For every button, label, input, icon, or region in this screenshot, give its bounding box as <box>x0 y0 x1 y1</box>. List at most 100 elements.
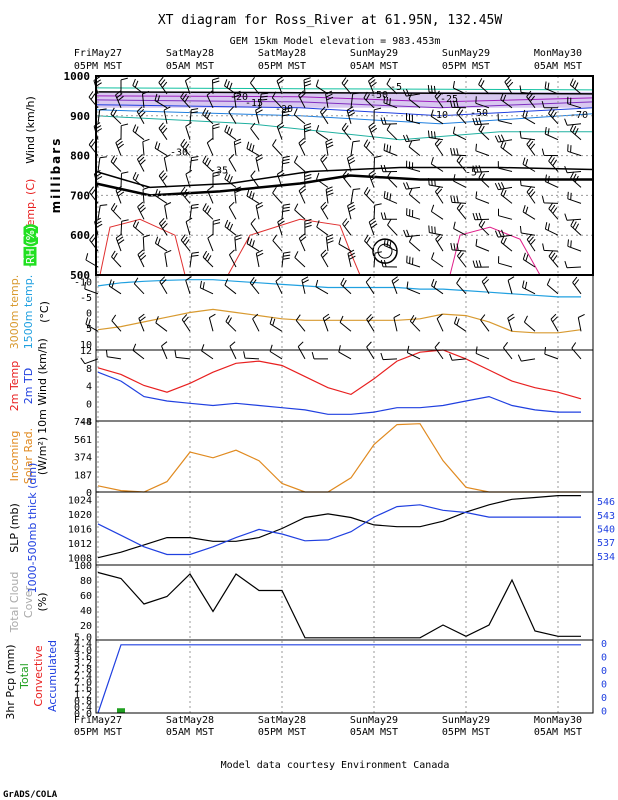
ylabel-rh: RH (%) <box>24 226 37 264</box>
label-part: Accumulated <box>46 640 59 712</box>
wind-barb <box>494 229 513 238</box>
wind-barb <box>571 342 582 360</box>
wind-barb <box>132 171 145 188</box>
y-tick-pressure: 543 <box>597 511 615 522</box>
series-accumulated <box>97 644 581 714</box>
wind-barb <box>97 204 108 220</box>
wind-barb <box>208 313 216 332</box>
y-tick-precip-right: 0 <box>601 666 607 677</box>
wind-barb <box>120 77 128 94</box>
wind-barb <box>456 107 467 125</box>
contour-label: -50 <box>470 108 488 119</box>
wind-barb <box>294 203 306 220</box>
y-tick-precip: 3.6 <box>74 652 92 663</box>
wind-barb <box>275 276 283 295</box>
wind-barb <box>184 76 192 95</box>
wind-barb <box>120 123 129 140</box>
wind-barb <box>431 278 444 295</box>
y-tick-pressure: 1012 <box>68 539 92 550</box>
wind-barb <box>478 218 490 236</box>
x-tick-bottom-time: 05PM MST <box>442 727 490 738</box>
wind-barb <box>567 96 582 109</box>
wind-barb <box>252 313 260 332</box>
wind-barb <box>180 91 191 109</box>
wind-barb <box>526 186 536 204</box>
wind-barb <box>315 125 329 141</box>
wind-barb <box>142 186 150 204</box>
credit-text: Model data courtesy Environment Canada <box>221 760 450 771</box>
wind-barb <box>338 237 352 252</box>
wind-barb <box>475 238 490 252</box>
wind-barb <box>406 113 421 125</box>
wind-barb <box>522 157 536 172</box>
wind-barb <box>325 186 334 204</box>
wind-barb <box>298 185 307 204</box>
label-part: 10m Wind (km/h) <box>36 338 49 434</box>
contour-blue-1 <box>95 109 594 125</box>
y-tick-solar: 374 <box>74 453 92 464</box>
wind-barb <box>110 107 122 125</box>
wind-barb <box>494 134 513 143</box>
wind-barb <box>246 236 260 252</box>
y-tick-mb: 700 <box>70 189 90 202</box>
wind-barb <box>133 277 145 295</box>
ylabel-accumulated: Accumulated <box>46 640 59 712</box>
wind-barb <box>431 252 444 268</box>
ylabel-3000m: 3000m temp. <box>8 275 21 349</box>
wind-barb <box>105 349 122 360</box>
series-slp <box>97 495 581 559</box>
wind-barb <box>189 203 199 220</box>
y-tick-precip: 0.0 <box>74 709 92 720</box>
label-part: Temp. (C) <box>24 179 37 233</box>
wind-barb <box>387 218 398 236</box>
wind-barb <box>281 155 290 172</box>
y-tick-low-level-temps: 0 <box>86 309 92 320</box>
wind-barb <box>339 315 352 332</box>
wind-barb <box>229 341 237 360</box>
wind-barb <box>497 161 513 172</box>
wind-barb <box>201 344 214 360</box>
label-part: (%) <box>36 592 49 611</box>
wind-barb <box>456 202 467 220</box>
contour-label: -15 <box>245 98 263 109</box>
wind-barb <box>373 251 382 268</box>
y-tick-surface: 0 <box>86 399 92 410</box>
wind-barb <box>475 346 490 360</box>
y-tick-cloud: 60 <box>80 591 92 602</box>
wind-barb <box>294 251 306 268</box>
wind-barb <box>320 201 329 220</box>
wind-barb <box>110 202 122 220</box>
wind-barb <box>115 138 124 156</box>
label-part: Wind (km/h) <box>24 96 37 164</box>
y-tick-pressure: 534 <box>597 552 615 563</box>
wind-barb <box>363 187 375 204</box>
y-tick-mb: 500 <box>70 269 90 282</box>
wind-barb <box>132 343 145 360</box>
wind-barb <box>180 186 191 204</box>
wind-barb <box>316 172 329 188</box>
wind-barb <box>472 117 490 126</box>
wind-barb <box>350 92 360 108</box>
wind-barb <box>507 313 515 332</box>
ylabel-wind: Wind (km/h) <box>24 96 37 164</box>
wind-barb <box>526 90 536 109</box>
wind-barb <box>500 188 513 204</box>
wind-barb <box>544 127 559 141</box>
precip-total-bar <box>117 708 125 713</box>
wind-barb <box>154 141 168 157</box>
series-3000m-temp <box>97 308 582 334</box>
x-tick-top-time: 05AM MST <box>350 61 398 72</box>
wind-barb <box>406 281 421 295</box>
wind-barb <box>526 138 536 156</box>
wind-barb <box>450 195 467 204</box>
wind-barb <box>315 79 329 95</box>
frame-cloud <box>95 564 594 641</box>
chart-title: XT diagram for Ross_River at 61.95N, 132… <box>158 13 503 28</box>
wind-barb <box>136 154 146 172</box>
wind-barb <box>409 314 421 332</box>
y-tick-precip: 2.0 <box>74 677 92 688</box>
wind-barb <box>295 314 306 332</box>
contour-label: -5 <box>465 168 477 179</box>
wind-barb <box>136 106 146 125</box>
